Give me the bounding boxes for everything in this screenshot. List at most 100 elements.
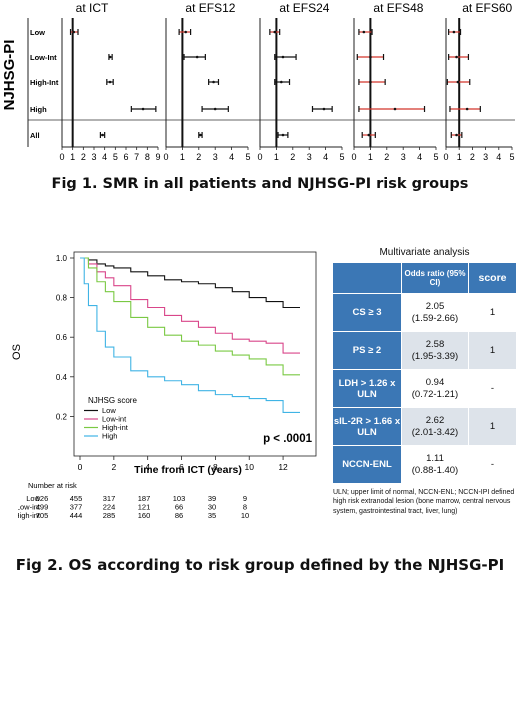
forest-point (362, 30, 366, 34)
forest-tick-label: 5 (245, 152, 250, 162)
forest-point (101, 133, 104, 137)
forest-tick-label: 6 (123, 152, 128, 162)
score-cell: - (468, 369, 517, 408)
multivariate-row: CS ≥ 3 2.05 (1.59-2.66) 1 (332, 293, 517, 332)
forest-point (369, 55, 372, 59)
risk-count: 48 (140, 520, 148, 521)
variable-label: CS ≥ 3 (332, 293, 402, 332)
forest-tick-label: 8 (145, 152, 150, 162)
variable-label: LDH > 1.26 x ULN (332, 369, 402, 408)
forest-panel-title: at EFS60 (462, 1, 512, 15)
km-y-tick-label: 0.6 (56, 333, 68, 342)
odds-ratio-value: 2.58 (425, 338, 445, 350)
forest-tick-label: 5 (339, 152, 344, 162)
forest-point (281, 55, 285, 59)
km-x-tick-label: 10 (244, 462, 254, 472)
forest-tick-label: 5 (433, 152, 438, 162)
forest-tick-label: 4 (323, 152, 328, 162)
km-legend-label: Low (102, 406, 116, 415)
header-odds-ratio: Odds ratio (95% CI) (401, 262, 469, 294)
forest-tick-label: 5 (113, 152, 118, 162)
forest-tick-label: 1 (180, 152, 185, 162)
risk-count: 30 (208, 503, 216, 512)
forest-tick-label: 2 (81, 152, 86, 162)
odds-ratio-ci: (1.95-3.39) (411, 350, 459, 362)
km-x-tick-label: 0 (78, 462, 83, 472)
odds-ratio-ci: (2.01-3.42) (411, 426, 459, 438)
score-cell: 1 (468, 331, 517, 370)
km-curve-low (80, 257, 300, 309)
forest-tick-label: 1 (70, 152, 75, 162)
score-cell: - (468, 445, 517, 484)
forest-tick-label: 9 (155, 152, 160, 162)
odds-ratio-cell: 2.05 (1.59-2.66) (401, 293, 469, 332)
forest-point (212, 80, 215, 84)
risk-count: 224 (103, 503, 116, 512)
forest-tick-label: 3 (213, 152, 218, 162)
odds-ratio-value: 2.05 (425, 300, 445, 312)
multivariate-table: Odds ratio (95% CI) score CS ≥ 3 2.05 (1.5… (332, 262, 517, 484)
forest-tick-label: 2 (290, 152, 295, 162)
risk-count: 455 (70, 494, 83, 503)
km-x-tick-label: 2 (111, 462, 116, 472)
multivariate-header-row: Odds ratio (95% CI) score (332, 262, 517, 294)
forest-point (281, 133, 285, 137)
forest-point (455, 133, 458, 137)
km-x-tick-label: 8 (213, 462, 218, 472)
forest-panel-title: at EFS24 (279, 1, 329, 15)
risk-count: 10 (208, 520, 216, 521)
multivariate-title: Multivariate analysis (379, 247, 470, 258)
km-legend-label: High-int (102, 423, 129, 432)
risk-count: 108 (103, 520, 116, 521)
forest-tick-label: 2 (196, 152, 201, 162)
fig1-row-label: All (30, 131, 40, 140)
risk-row-label: High-int (18, 511, 41, 520)
risk-count: 39 (208, 494, 216, 503)
odds-ratio-value: 2.62 (425, 414, 445, 426)
forest-point (393, 107, 397, 111)
forest-tick-label: 1 (457, 152, 462, 162)
forest-tick-label: 0 (257, 152, 262, 162)
odds-ratio-cell: 2.58 (1.95-3.39) (401, 331, 469, 370)
risk-count: 8 (243, 503, 247, 512)
forest-tick-label: 0 (163, 152, 168, 162)
forest-tick-label: 4 (417, 152, 422, 162)
km-y-tick-label: 1.0 (56, 254, 68, 263)
forest-tick-label: 3 (91, 152, 96, 162)
forest-tick-label: 1 (274, 152, 279, 162)
risk-row-label: Low-int (18, 503, 41, 512)
forest-point (141, 107, 145, 111)
forest-point (72, 30, 76, 34)
risk-count: 444 (70, 511, 83, 520)
risk-count: 9 (243, 494, 247, 503)
forest-point (367, 133, 371, 137)
km-x-tick-label: 12 (278, 462, 288, 472)
forest-tick-label: 4 (496, 152, 501, 162)
multivariate-row: sIL-2R > 1.66 x ULN 2.62 (2.01-3.42) 1 (332, 407, 517, 446)
forest-tick-label: 4 (229, 152, 234, 162)
variable-label: NCCN-ENL (332, 445, 402, 484)
km-y-tick-label: 0.4 (56, 373, 68, 382)
risk-count: 705 (36, 511, 49, 520)
forest-panel-2: at EFS24 0 1 2 3 4 5 (257, 1, 344, 162)
figure1-caption: Fig 1. SMR in all patients and NJHSG-PI … (51, 176, 469, 192)
km-legend-title: NJHSG score (88, 396, 137, 405)
forest-tick-label: 7 (134, 152, 139, 162)
risk-table-title: Number at risk (28, 481, 77, 490)
forest-panel-title: at EFS48 (373, 1, 423, 15)
km-x-tick-label: 4 (145, 462, 150, 472)
forest-tick-label: 2 (384, 152, 389, 162)
variable-label: sIL-2R > 1.66 x ULN (332, 407, 402, 446)
forest-point (455, 55, 458, 59)
forest-tick-label: 5 (509, 152, 514, 162)
score-cell: 1 (468, 407, 517, 446)
forest-panel-3: at EFS48 0 1 2 3 4 5 (351, 1, 438, 162)
forest-tick-label: 4 (102, 152, 107, 162)
forest-tick-label: 3 (483, 152, 488, 162)
risk-count: 431 (36, 520, 49, 521)
forest-point (273, 30, 277, 34)
multivariate-footnote: ULN; upper limit of normal, NCCN-ENL; NC… (333, 489, 515, 515)
risk-count: 10 (241, 511, 249, 520)
forest-panel-title: at ICT (76, 1, 109, 15)
forest-point (184, 30, 187, 34)
